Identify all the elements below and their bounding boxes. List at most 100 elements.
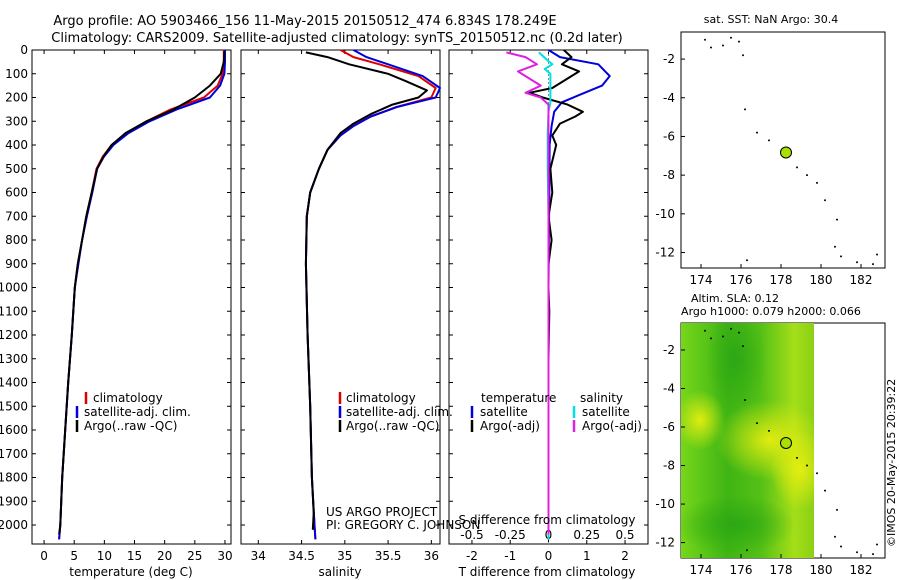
island-marker (796, 456, 798, 459)
x-tick-label: 30 (217, 549, 232, 563)
y-tick-label: 900 (5, 257, 28, 271)
s-axis-tick-label: -0.5 (460, 528, 483, 542)
island-marker (876, 253, 878, 256)
s-axis-tick-label: -0.25 (495, 528, 526, 542)
legend-argo-label: Argo(..raw -QC) (346, 419, 439, 433)
map-y-tick-label: -8 (663, 459, 675, 473)
island-marker (836, 508, 838, 511)
map-x-tick-label: 174 (690, 563, 713, 577)
y-tick-label: 600 (5, 186, 28, 200)
map-y-tick-label: -10 (655, 497, 675, 511)
island-marker (872, 263, 874, 266)
salinity-legend: climatology satellite-adj. clim. Argo(..… (338, 391, 453, 433)
island-marker (806, 464, 808, 467)
header-line-2: Climatology: CARS2009. Satellite-adjuste… (51, 31, 623, 46)
s-axis-tick-label: 0.5 (615, 528, 634, 542)
island-marker (816, 472, 818, 475)
difference-x-label-top: S difference from climatology (459, 513, 636, 527)
temperature-legend: climatology satellite-adj. clim. Argo(..… (75, 391, 191, 433)
sla-map-subtitle: Argo h1000: 0.079 h2000: 0.066 (681, 305, 861, 318)
series-climatology (304, 49, 437, 540)
sla-profile-location-marker (780, 437, 792, 450)
series-argo-raw-qc (304, 51, 428, 530)
island-marker (756, 131, 758, 134)
island-marker (746, 259, 748, 262)
map-y-tick-label: -6 (663, 420, 675, 434)
temperature-panel: 0 5 10 15 20 25 300100200300400500600700800900… (0, 43, 233, 579)
x-tick-label: 34.5 (288, 549, 315, 563)
map-y-tick-label: -2 (663, 52, 675, 66)
x-tick-label: 1 (583, 549, 591, 563)
x-tick-label: 10 (97, 549, 112, 563)
series-salinity-argo-adj (506, 51, 550, 535)
y-tick-label: 1900 (0, 494, 28, 508)
x-tick-label: 5 (70, 549, 78, 563)
x-tick-label: -1 (504, 549, 516, 563)
y-tick-label: 1100 (0, 304, 28, 318)
map-x-tick-label: 180 (810, 273, 833, 287)
map-y-tick-label: -12 (655, 536, 675, 550)
island-marker (710, 46, 712, 49)
sla-high-region (681, 390, 725, 450)
y-tick-label: 1700 (0, 447, 28, 461)
series-temperature-argo-adj (528, 49, 584, 535)
legend-temp-argo-label: Argo(-adj) (480, 419, 540, 433)
y-tick-label: 1500 (0, 399, 28, 413)
island-marker (816, 181, 818, 184)
series-satellite-adj-clim (304, 49, 441, 540)
x-tick-label: 0 (40, 549, 48, 563)
legend-sal-satellite-label: satellite (582, 405, 630, 419)
salinity-axes-frame (240, 49, 441, 545)
island-marker (710, 337, 712, 340)
salinity-panel: 34 34.5 35 35.5 36 salinity climatology sate… (240, 49, 480, 579)
map-x-tick-label: 178 (770, 563, 793, 577)
island-marker (768, 429, 770, 432)
y-tick-label: 1000 (0, 281, 28, 295)
imos-timestamp: ©IMOS 20-May-2015 20:39:22 (885, 379, 898, 547)
y-tick-label: 1200 (0, 328, 28, 342)
legend-satellite-label: satellite-adj. clim. (84, 405, 191, 419)
y-tick-label: 1400 (0, 376, 28, 390)
island-marker (744, 399, 746, 402)
island-marker (722, 44, 724, 47)
map-y-tick-label: -12 (655, 246, 675, 260)
map-x-tick-label: 182 (850, 273, 873, 287)
y-tick-label: 300 (5, 114, 28, 128)
island-marker (704, 329, 706, 332)
temperature-axes-frame (31, 49, 232, 545)
sst-map-panel: sat. SST: NaN Argo: 30.4 174 176 178 180 182… (655, 13, 886, 287)
island-marker (756, 422, 758, 425)
y-tick-label: 1300 (0, 352, 28, 366)
legend-climatology-label: climatology (346, 391, 416, 405)
island-marker (840, 255, 842, 258)
salinity-x-label: salinity (318, 565, 361, 579)
map-y-tick-label: -8 (663, 168, 675, 182)
difference-x-label: T difference from climatology (458, 565, 636, 579)
temperature-x-label: temperature (deg C) (69, 565, 192, 579)
difference-legend: temperature salinity satellite Argo(-adj… (470, 391, 642, 433)
island-marker (738, 331, 740, 334)
x-tick-label: 35 (337, 549, 352, 563)
island-marker (834, 245, 836, 248)
y-tick-label: 700 (5, 209, 28, 223)
island-marker (704, 38, 706, 41)
x-tick-label: 35.5 (375, 549, 402, 563)
legend-satellite-label: satellite-adj. clim. (346, 405, 453, 419)
legend-temp-satellite-label: satellite (480, 405, 528, 419)
project-credit: US ARGO PROJECT (326, 505, 438, 519)
island-marker (742, 54, 744, 57)
x-tick-label: 0 (545, 549, 553, 563)
series-temperature-satellite (547, 49, 611, 540)
island-marker (840, 545, 842, 548)
map-x-tick-label: 178 (770, 273, 793, 287)
map-x-tick-label: 174 (690, 273, 713, 287)
sla-map-title: Altim. SLA: 0.12 (691, 292, 779, 305)
pi-credit: PI: GREGORY C. JOHNSON (326, 518, 480, 532)
sla-heatmap (681, 323, 814, 558)
series-salinity-satellite (538, 51, 554, 540)
island-marker (876, 543, 878, 546)
island-marker (768, 139, 770, 142)
x-tick-label: 25 (187, 549, 202, 563)
sst-map-title: sat. SST: NaN Argo: 30.4 (704, 13, 838, 26)
